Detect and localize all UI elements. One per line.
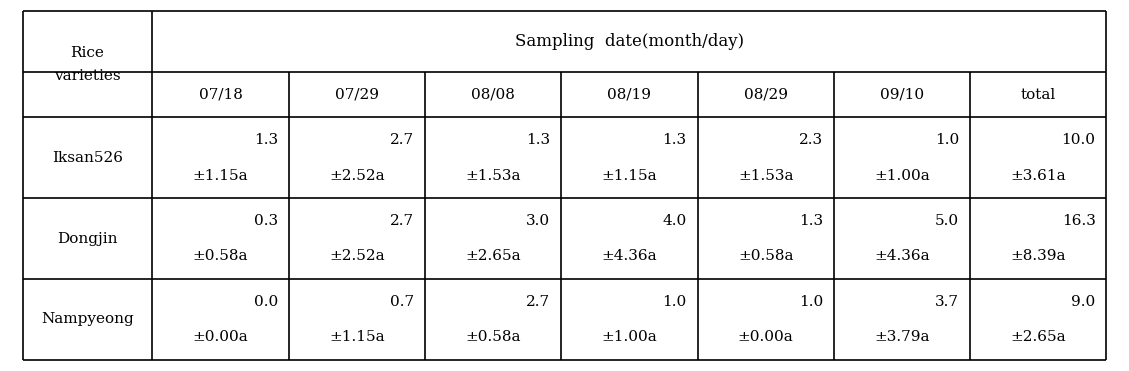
Text: ±1.00a: ±1.00a (874, 169, 930, 183)
Text: ±1.53a: ±1.53a (465, 169, 520, 183)
Text: 1.3: 1.3 (799, 214, 823, 228)
Text: 08/29: 08/29 (744, 88, 788, 102)
Text: ±0.58a: ±0.58a (193, 249, 248, 263)
Text: 16.3: 16.3 (1061, 214, 1095, 228)
Text: 1.0: 1.0 (798, 295, 823, 309)
Text: ±0.00a: ±0.00a (193, 330, 248, 344)
Text: ±3.79a: ±3.79a (874, 330, 930, 344)
Text: total: total (1021, 88, 1056, 102)
Text: 1.3: 1.3 (254, 133, 278, 147)
Text: 09/10: 09/10 (879, 88, 924, 102)
Text: 3.7: 3.7 (935, 295, 960, 309)
Text: ±8.39a: ±8.39a (1010, 249, 1066, 263)
Text: 2.7: 2.7 (390, 214, 414, 228)
Text: 07/18: 07/18 (199, 88, 243, 102)
Text: 1.0: 1.0 (663, 295, 686, 309)
Text: ±0.58a: ±0.58a (738, 249, 794, 263)
Text: 9.0: 9.0 (1071, 295, 1095, 309)
Text: 07/29: 07/29 (335, 88, 379, 102)
Text: ±0.58a: ±0.58a (465, 330, 520, 344)
Text: ±0.00a: ±0.00a (738, 330, 794, 344)
Text: ±1.53a: ±1.53a (738, 169, 794, 183)
Text: ±4.36a: ±4.36a (602, 249, 657, 263)
Text: ±2.65a: ±2.65a (1010, 330, 1066, 344)
Text: ±2.65a: ±2.65a (465, 249, 520, 263)
Text: 1.3: 1.3 (526, 133, 550, 147)
Text: Iksan526: Iksan526 (52, 151, 123, 165)
Text: 0.3: 0.3 (254, 214, 278, 228)
Text: 4.0: 4.0 (663, 214, 686, 228)
Text: ±4.36a: ±4.36a (874, 249, 930, 263)
Text: Dongjin: Dongjin (58, 232, 117, 246)
Text: ±1.15a: ±1.15a (329, 330, 385, 344)
Text: 3.0: 3.0 (526, 214, 550, 228)
Text: 10.0: 10.0 (1061, 133, 1095, 147)
Text: ±1.00a: ±1.00a (602, 330, 657, 344)
Text: ±2.52a: ±2.52a (329, 249, 385, 263)
Text: 2.7: 2.7 (526, 295, 550, 309)
Text: 0.0: 0.0 (254, 295, 278, 309)
Text: 2.3: 2.3 (799, 133, 823, 147)
Text: 08/19: 08/19 (607, 88, 651, 102)
Text: ±1.15a: ±1.15a (193, 169, 248, 183)
Text: 2.7: 2.7 (390, 133, 414, 147)
Text: Rice
varieties: Rice varieties (54, 46, 121, 83)
Text: 08/08: 08/08 (471, 88, 515, 102)
Text: Sampling  date(month/day): Sampling date(month/day) (515, 33, 744, 50)
Text: ±2.52a: ±2.52a (329, 169, 385, 183)
Text: 1.0: 1.0 (935, 133, 960, 147)
Text: ±3.61a: ±3.61a (1010, 169, 1066, 183)
Text: 1.3: 1.3 (663, 133, 686, 147)
Text: ±1.15a: ±1.15a (602, 169, 657, 183)
Text: 5.0: 5.0 (935, 214, 960, 228)
Text: 0.7: 0.7 (390, 295, 414, 309)
Text: Nampyeong: Nampyeong (41, 312, 134, 326)
